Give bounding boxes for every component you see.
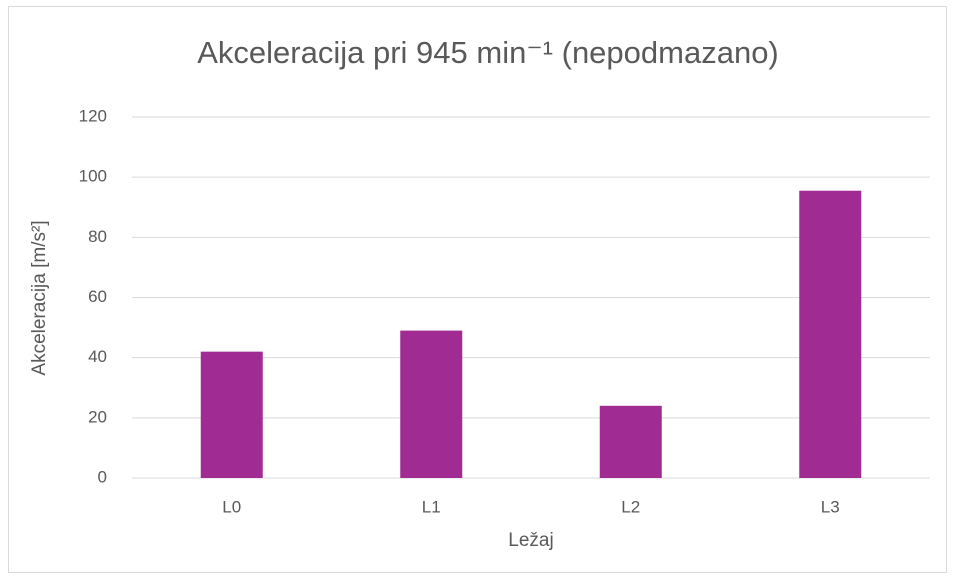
chart-title: Akceleracija pri 945 min⁻¹ (nepodmazano): [197, 35, 779, 70]
x-tick-label: L1: [422, 497, 441, 516]
x-axis-label: Ležaj: [508, 530, 553, 551]
y-tick-label: 40: [88, 347, 107, 366]
y-tick-label: 60: [88, 287, 107, 306]
y-tick-label: 20: [88, 407, 107, 426]
bar: [799, 190, 862, 478]
x-tick-label: L3: [821, 497, 840, 516]
y-tick-label: 100: [79, 167, 107, 186]
bar: [400, 330, 463, 478]
y-tick-label: 120: [79, 106, 107, 125]
y-axis-label: Akceleracija [m/s²]: [29, 220, 50, 375]
y-tick-label: 0: [98, 467, 107, 486]
bar: [200, 351, 263, 478]
x-tick-label: L2: [621, 497, 640, 516]
y-tick-label: 80: [88, 227, 107, 246]
x-tick-label: L0: [222, 497, 241, 516]
bar: [599, 405, 662, 478]
